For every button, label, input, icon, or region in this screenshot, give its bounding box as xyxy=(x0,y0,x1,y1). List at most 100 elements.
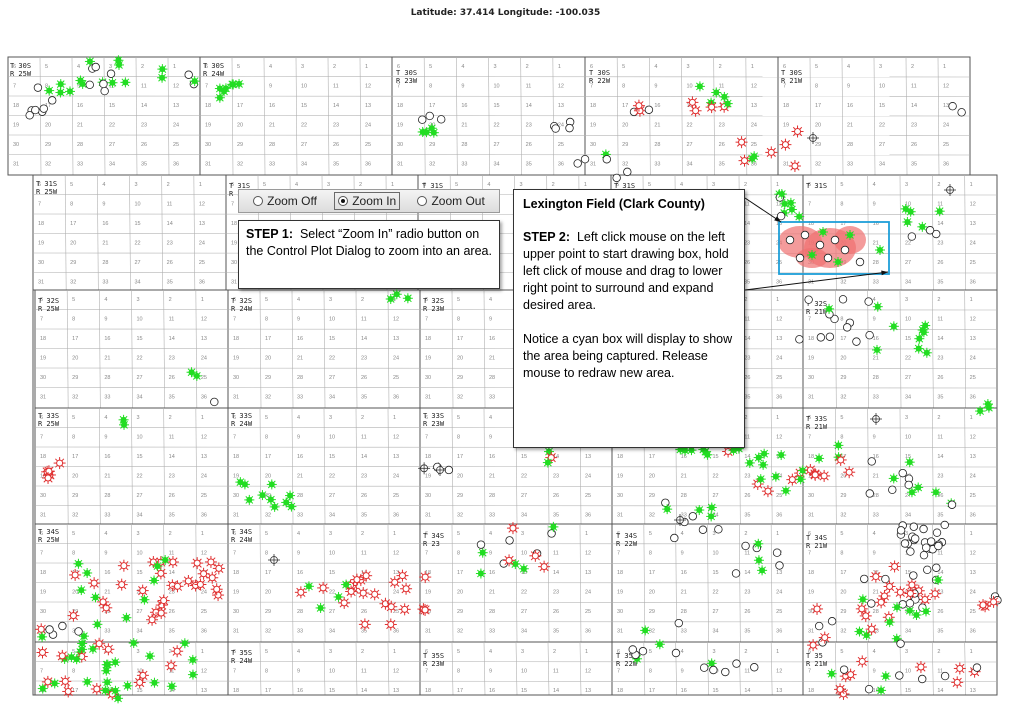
gas-well-marker xyxy=(809,468,822,481)
section-number: 29 xyxy=(457,493,463,499)
section-number: 26 xyxy=(719,142,725,148)
section-number: 27 xyxy=(521,609,527,615)
zoom-in-label: Zoom In xyxy=(352,194,397,208)
section-number: 18 xyxy=(425,336,431,342)
section-number: 27 xyxy=(521,493,527,499)
oil-well-marker xyxy=(694,81,705,92)
section-number: 14 xyxy=(937,454,943,460)
section-number: 22 xyxy=(521,474,527,480)
section-number: 14 xyxy=(167,221,173,227)
range-label: R 25W xyxy=(38,305,60,313)
section-number: 5 xyxy=(70,182,73,188)
section-number: 2 xyxy=(141,64,144,70)
section-number: 33 xyxy=(489,629,495,635)
range-label: R 24W xyxy=(231,305,253,313)
township-label: T 33S xyxy=(806,415,827,423)
oil-well-marker xyxy=(166,681,177,692)
dry-hole-marker xyxy=(74,627,83,636)
section-number: 4 xyxy=(680,182,683,188)
section-number: 35 xyxy=(553,629,559,635)
zoom-off-radio[interactable]: Zoom Off xyxy=(250,193,320,209)
oil-well-marker xyxy=(728,445,739,456)
section-number: 12 xyxy=(751,84,757,90)
section-number: 14 xyxy=(361,688,367,694)
section-number: 35 xyxy=(744,513,750,519)
oil-well-marker xyxy=(911,610,922,621)
gas-well-marker xyxy=(834,683,847,696)
section-number: 28 xyxy=(654,142,660,148)
section-number: 18 xyxy=(425,688,431,694)
gas-well-marker xyxy=(538,560,551,573)
section-number: 12 xyxy=(970,317,976,323)
section-number: 34 xyxy=(301,162,307,168)
section-number: 36 xyxy=(970,513,976,519)
oil-well-marker xyxy=(702,449,713,460)
section-number: 6 xyxy=(233,297,236,303)
section-number: 36 xyxy=(970,280,976,286)
section-number: 35 xyxy=(169,513,175,519)
section-number: 13 xyxy=(776,336,782,342)
section-number: 23 xyxy=(744,590,750,596)
section-number: 23 xyxy=(937,474,943,480)
section-number: 2 xyxy=(361,415,364,421)
section-number: 5 xyxy=(265,649,268,655)
township-label: T 35S xyxy=(423,652,444,660)
section-number: 31 xyxy=(40,395,46,401)
oil-well-marker xyxy=(786,204,797,215)
section-line xyxy=(323,407,326,525)
section-line xyxy=(66,407,69,525)
gas-well-marker xyxy=(738,154,751,167)
gas-well-marker xyxy=(398,603,411,616)
zoom-off-label: Zoom Off xyxy=(267,194,317,208)
section-number: 36 xyxy=(201,629,207,635)
section-number: 13 xyxy=(970,688,976,694)
dry-hole-marker xyxy=(688,512,698,521)
section-number: 29 xyxy=(72,609,78,615)
section-number: 18 xyxy=(808,570,814,576)
zoom-out-radio[interactable]: Zoom Out xyxy=(414,193,487,209)
oil-well-marker xyxy=(266,479,277,490)
section-number: 29 xyxy=(429,142,435,148)
range-label: R 25W xyxy=(10,70,32,78)
section-line xyxy=(835,641,837,696)
section-number: 24 xyxy=(751,123,757,129)
oil-well-marker xyxy=(149,575,160,586)
section-number: 30 xyxy=(233,375,239,381)
section-number: 1 xyxy=(393,531,396,537)
section-number: 18 xyxy=(808,336,814,342)
section-number: 24 xyxy=(365,123,371,129)
radio-circle-icon xyxy=(338,196,349,206)
section-number: 25 xyxy=(970,493,976,499)
section-number: 6 xyxy=(425,415,428,421)
section-number: 9 xyxy=(681,551,684,557)
section-number: 30 xyxy=(397,142,403,148)
gas-well-marker xyxy=(818,469,831,482)
dry-hole-marker xyxy=(904,480,913,490)
section-number: 2 xyxy=(744,649,747,655)
gas-well-marker xyxy=(182,574,195,587)
section-number: 33 xyxy=(269,162,275,168)
gas-well-marker xyxy=(894,586,907,599)
section-number: 26 xyxy=(361,493,367,499)
section-number: 20 xyxy=(70,241,76,247)
section-number: 23 xyxy=(361,474,367,480)
section-number: 7 xyxy=(40,551,43,557)
section-number: 1 xyxy=(776,415,779,421)
section-number: 3 xyxy=(905,297,908,303)
gas-well-marker xyxy=(368,588,381,601)
section-number: 36 xyxy=(558,162,564,168)
section-number: 33 xyxy=(297,629,303,635)
section-number: 18 xyxy=(397,103,403,109)
section-number: 16 xyxy=(297,336,303,342)
section-number: 10 xyxy=(329,317,335,323)
section-number: 5 xyxy=(457,531,460,537)
section-number: 34 xyxy=(905,513,911,519)
section-number: 18 xyxy=(808,688,814,694)
zoom-in-radio[interactable]: Zoom In xyxy=(334,192,401,210)
oil-well-marker xyxy=(826,668,837,679)
section-number: 12 xyxy=(393,669,399,675)
section-number: 11 xyxy=(553,551,559,557)
section-number: 26 xyxy=(937,260,943,266)
section-number: 34 xyxy=(687,162,693,168)
